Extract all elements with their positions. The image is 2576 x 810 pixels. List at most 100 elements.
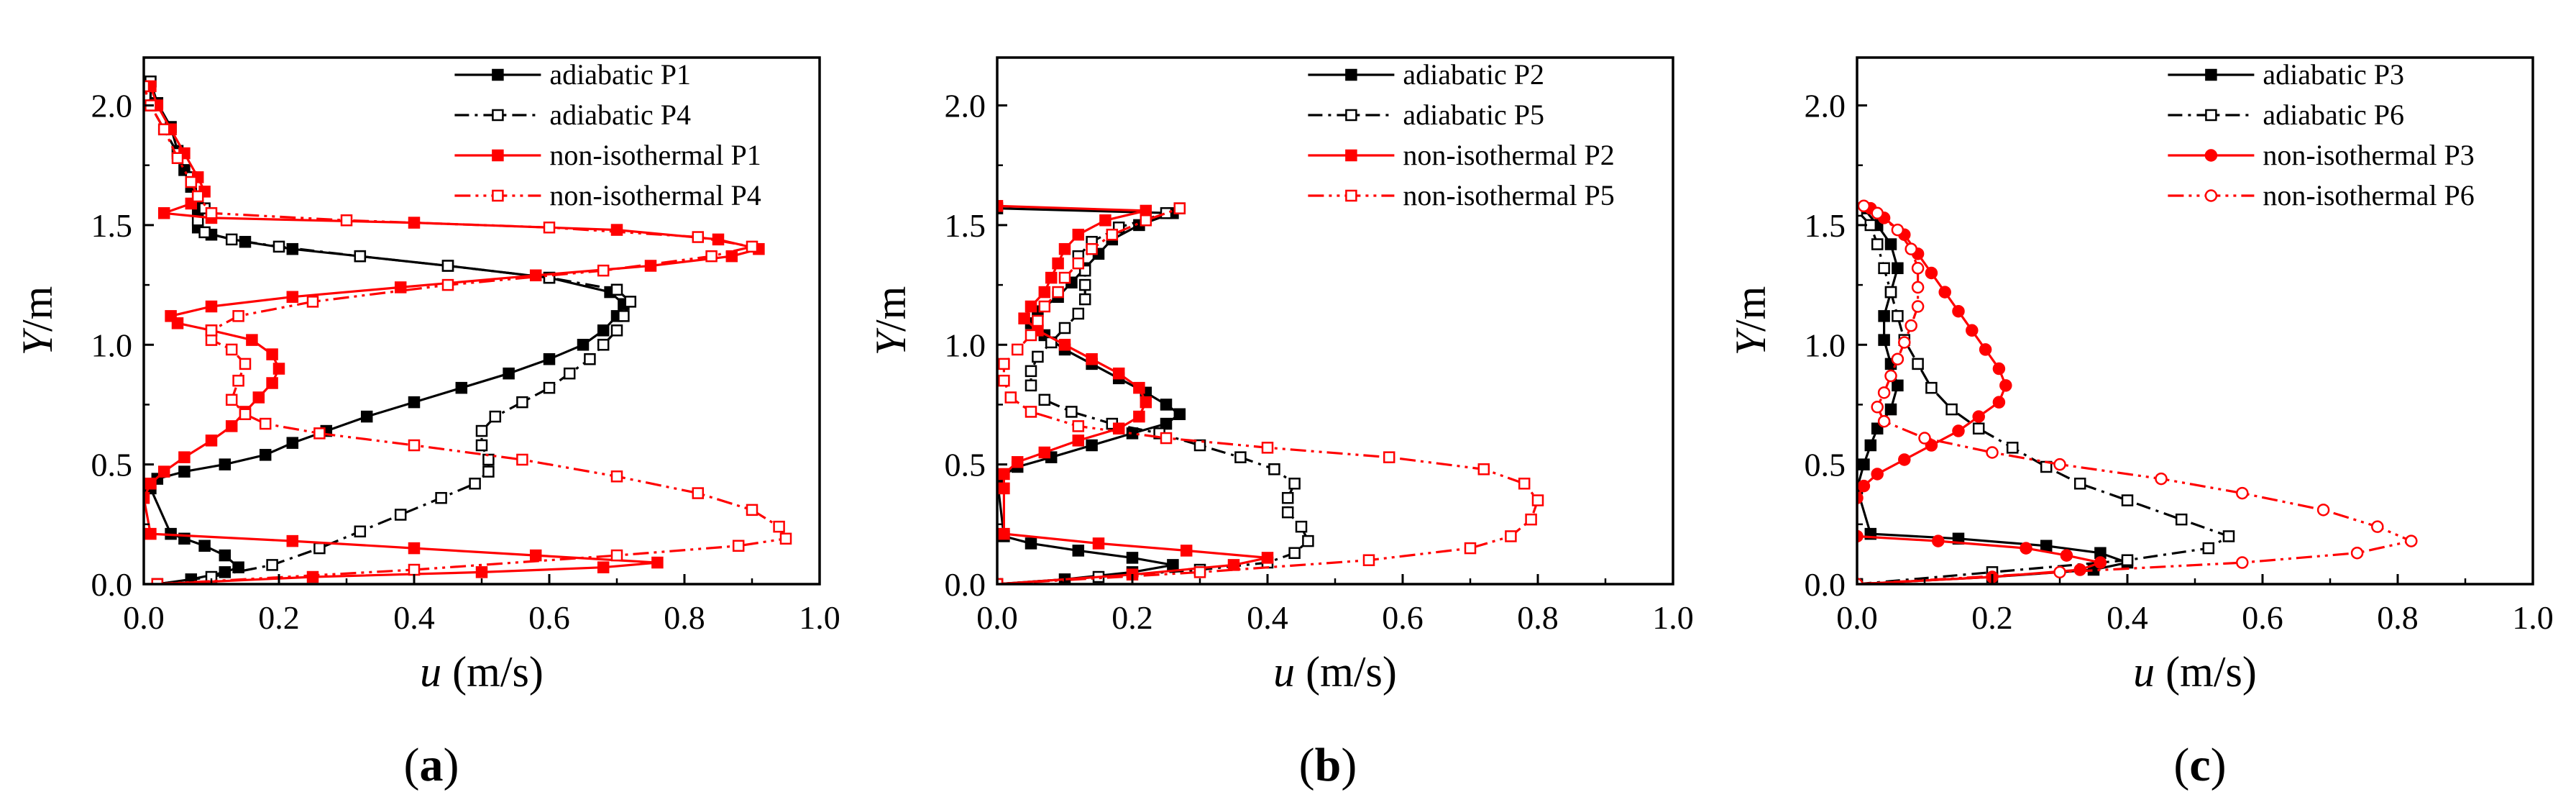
data-point — [272, 240, 285, 253]
data-point — [529, 269, 542, 282]
data-point — [1884, 403, 1897, 416]
data-point — [1133, 410, 1145, 423]
data-point — [475, 566, 488, 578]
legend-label: adiabatic P1 — [549, 58, 691, 91]
data-point — [1032, 314, 1044, 327]
x-tick-label: 0.4 — [2107, 599, 2148, 636]
data-point — [1261, 442, 1274, 454]
x-tick-label: 1.0 — [1652, 599, 1694, 636]
data-point — [2006, 442, 2019, 454]
legend-label: adiabatic P5 — [1403, 99, 1544, 131]
data-point — [205, 434, 218, 447]
data-point — [151, 578, 164, 584]
data-point — [1072, 420, 1085, 432]
y-axis-label-unit: /m — [14, 286, 61, 332]
x-tick-label: 0.6 — [528, 599, 570, 636]
data-point — [998, 468, 1010, 481]
data-point — [232, 561, 244, 573]
data-point — [1126, 552, 1139, 564]
data-point — [610, 224, 623, 236]
data-point — [219, 549, 232, 562]
data-point — [232, 310, 244, 322]
data-point — [746, 504, 758, 517]
x-axis-label: u (m/s) — [2133, 648, 2257, 696]
data-point — [198, 226, 211, 239]
data-point — [1877, 386, 1891, 399]
data-point — [1025, 406, 1037, 418]
legend-marker — [492, 109, 504, 122]
data-point — [1871, 206, 1884, 220]
data-point — [272, 363, 285, 375]
legend-label: adiabatic P2 — [1403, 58, 1544, 91]
data-point — [610, 470, 623, 483]
legend-marker — [2205, 68, 2217, 81]
series-non-isothermal-p6 — [1857, 199, 2418, 584]
data-point — [286, 437, 299, 449]
data-point — [1999, 379, 2012, 392]
data-point — [1025, 365, 1037, 378]
data-point — [725, 250, 738, 263]
legend-marker — [1345, 189, 1357, 202]
data-point — [1362, 554, 1375, 566]
data-point — [313, 542, 326, 555]
data-point — [306, 296, 319, 308]
data-point — [354, 250, 367, 263]
data-point — [232, 374, 244, 387]
legend-marker — [492, 189, 504, 202]
series-non-isothermal-p4 — [144, 80, 792, 584]
y-axis-label: Y/m — [867, 286, 915, 356]
data-point — [1227, 559, 1240, 571]
data-point — [1966, 324, 1979, 337]
data-point — [503, 367, 515, 380]
data-point — [597, 561, 610, 573]
y-axis-label-unit: /m — [867, 286, 915, 332]
x-axis-label-symbol: u — [420, 648, 441, 696]
data-point — [408, 396, 421, 409]
y-axis-label-symbol: Y — [1727, 327, 1774, 355]
data-point — [475, 439, 488, 452]
series-non-isothermal-p5 — [997, 202, 1544, 584]
chart-panel-c: 0.0 0.2 0.4 0.6 0.8 1.0 0.0 0.5 1.0 1.5 2.0 u (m/s)… — [1727, 56, 2554, 791]
y-axis-label-unit: /m — [1727, 286, 1774, 332]
data-point — [1505, 530, 1517, 542]
legend-marker — [492, 68, 504, 81]
data-point — [144, 80, 150, 93]
data-point — [205, 300, 218, 313]
x-tick-label: 0.8 — [664, 599, 705, 636]
data-point — [1912, 358, 1924, 370]
data-point — [1086, 242, 1098, 255]
data-point — [246, 334, 258, 346]
data-point — [610, 549, 623, 562]
data-point — [1072, 307, 1085, 320]
data-point — [1167, 559, 1179, 571]
data-point — [563, 367, 576, 380]
x-tick-label: 1.0 — [2512, 599, 2554, 636]
data-point — [1911, 281, 1925, 294]
data-point — [1464, 542, 1477, 555]
data-point — [1052, 286, 1064, 299]
data-point — [482, 465, 495, 478]
data-point — [455, 381, 468, 394]
data-point — [157, 207, 170, 219]
x-tick-label: 0.4 — [1247, 599, 1288, 636]
x-tick-label: 0.2 — [258, 599, 300, 636]
legend-label: adiabatic P3 — [2263, 58, 2404, 91]
data-point — [1945, 403, 1958, 416]
data-point — [408, 542, 421, 555]
data-point — [1871, 401, 1884, 414]
data-point — [1072, 228, 1085, 241]
x-tick-label: 0.4 — [393, 599, 435, 636]
data-point — [441, 278, 454, 291]
data-point — [1058, 322, 1071, 335]
data-point — [394, 509, 407, 521]
data-point — [266, 559, 278, 571]
data-point — [1884, 238, 1897, 250]
data-point — [2094, 556, 2107, 569]
data-point — [1905, 319, 1917, 332]
x-tick-label: 1.0 — [799, 599, 840, 636]
legend-marker — [1345, 68, 1357, 81]
data-point — [1133, 381, 1145, 394]
y-tick-label: 0.0 — [1805, 566, 1846, 603]
chart-panel-b: 0.0 0.2 0.4 0.6 0.8 1.0 0.0 0.5 1.0 1.5 2.0 u (m/s)… — [867, 56, 1694, 791]
data-point — [408, 563, 421, 576]
